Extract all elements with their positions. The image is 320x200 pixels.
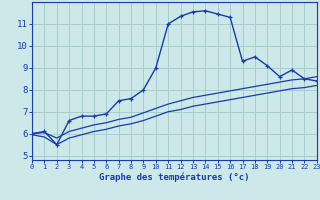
X-axis label: Graphe des températures (°c): Graphe des températures (°c): [99, 173, 250, 182]
